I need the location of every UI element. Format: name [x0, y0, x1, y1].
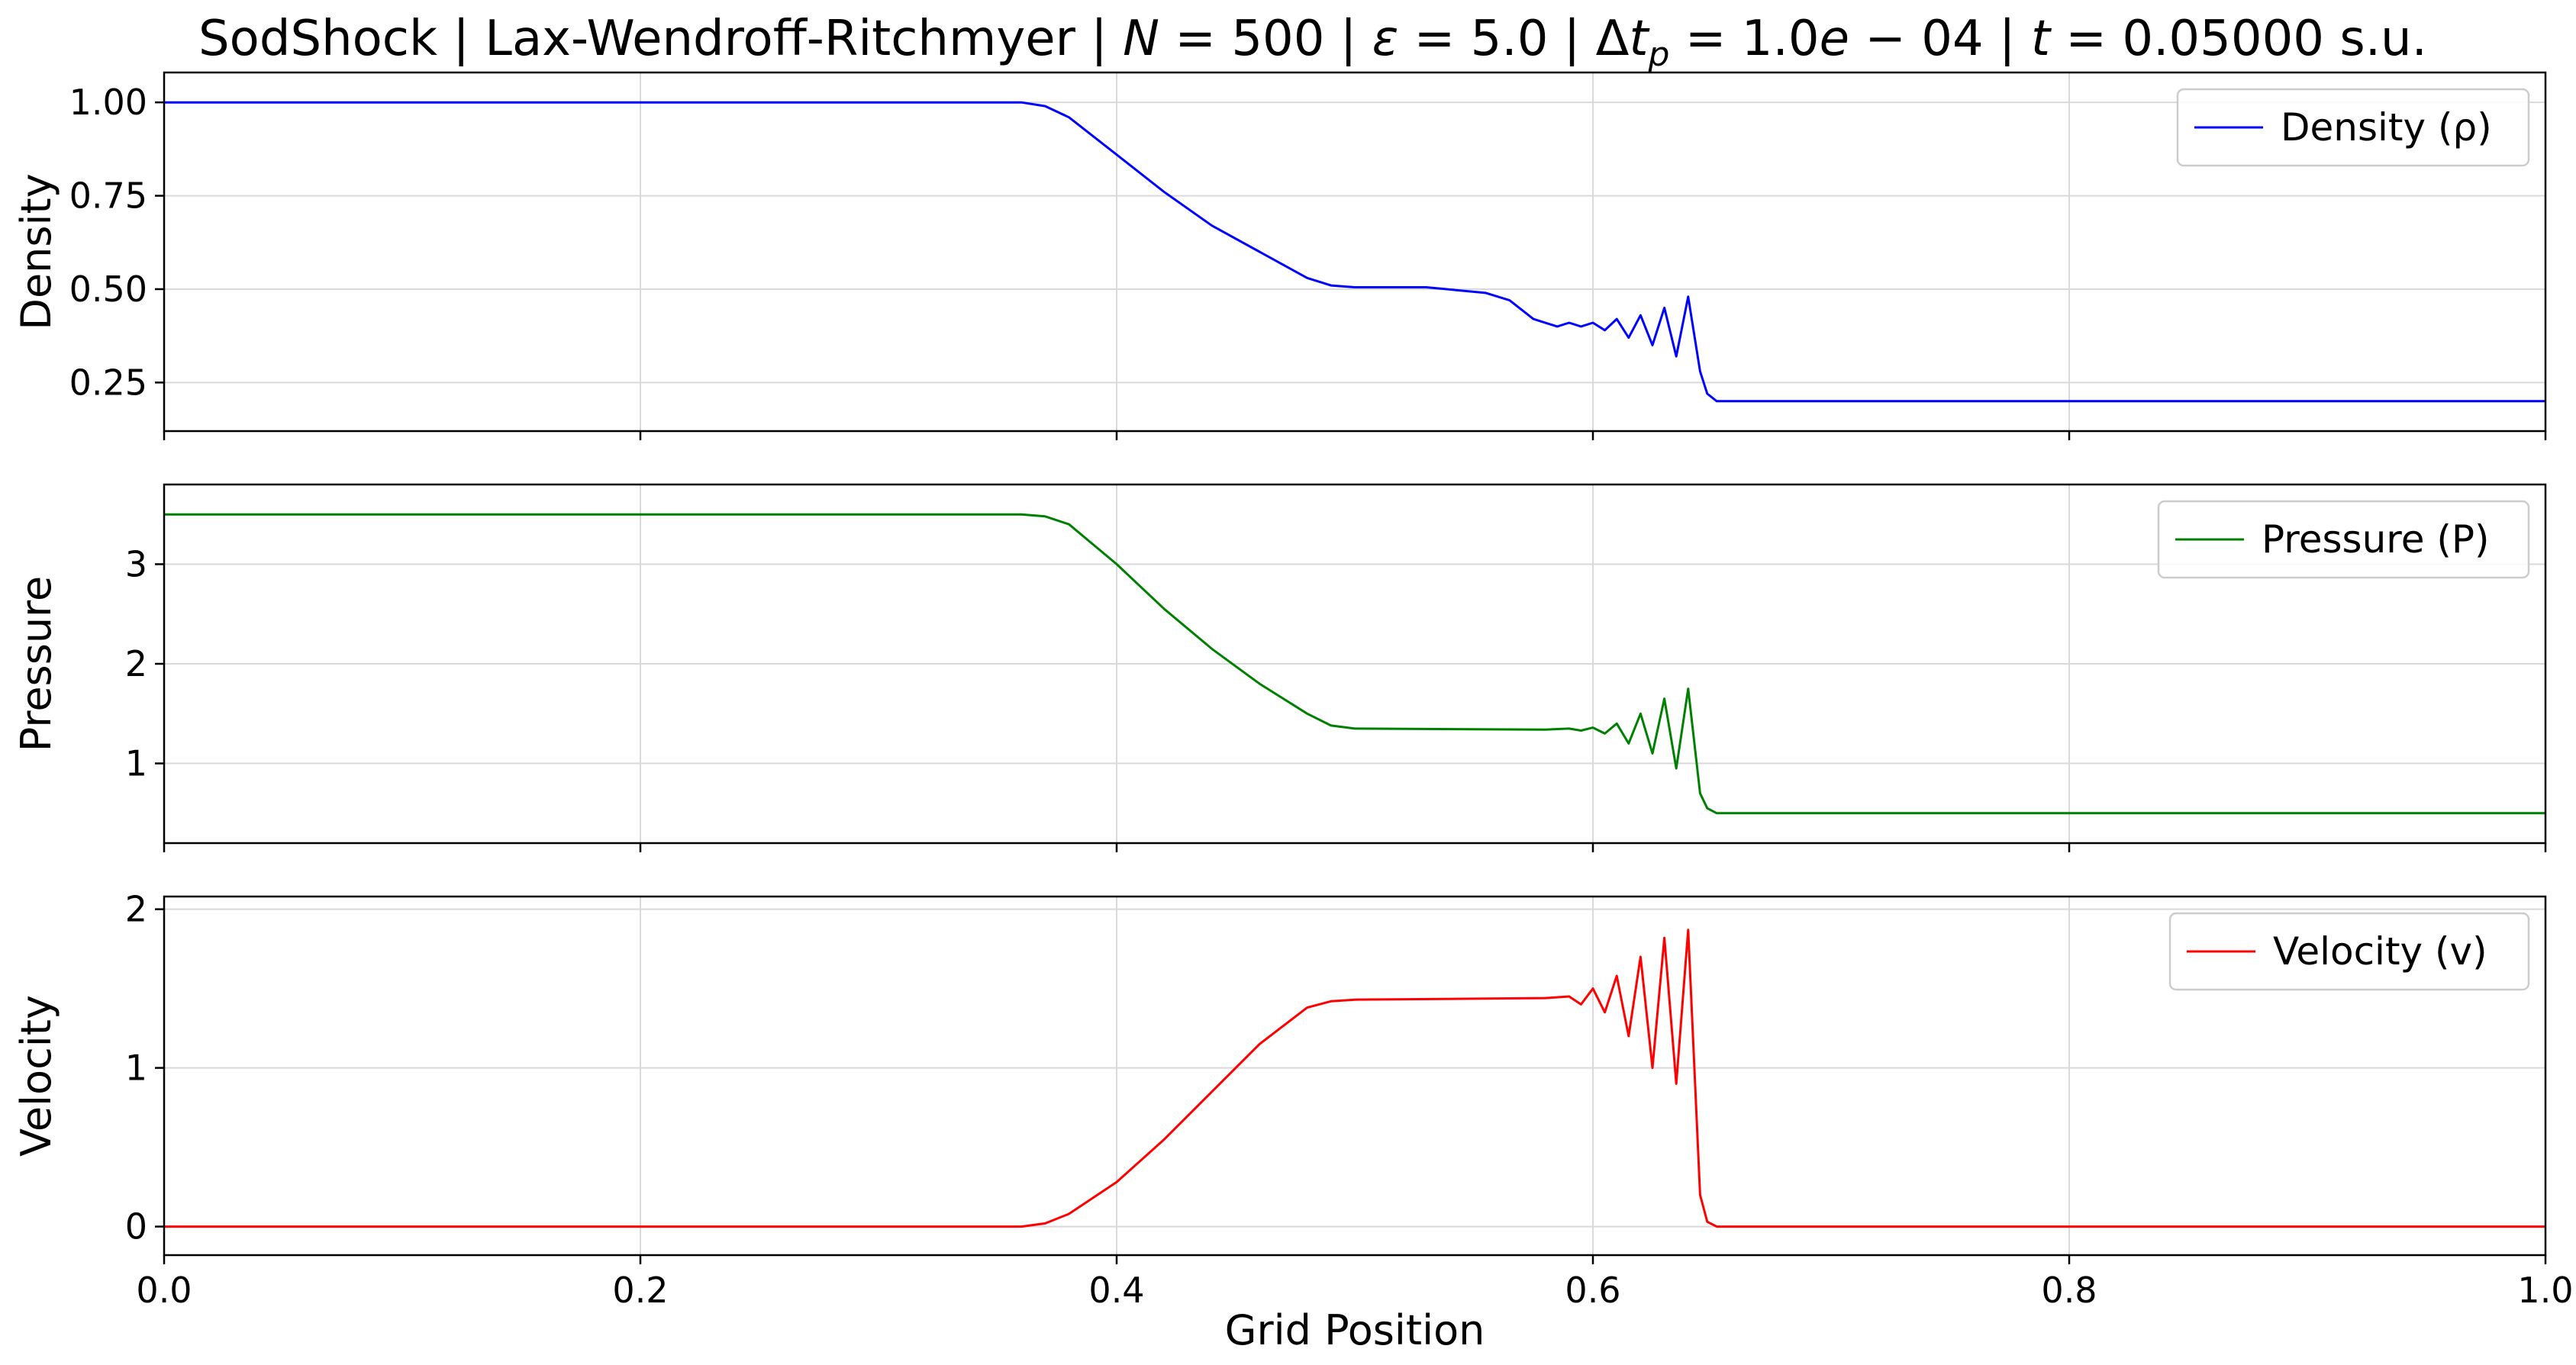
- y-tick-label: 2: [125, 889, 147, 930]
- title-part: ε: [1372, 11, 1399, 67]
- x-tick-label: 0.2: [612, 1270, 668, 1311]
- legend-entry: Density (ρ): [2281, 105, 2492, 150]
- title-part: t: [2031, 11, 2052, 67]
- title-part: p: [1648, 35, 1670, 74]
- title-part: e: [1820, 11, 1849, 67]
- y-axis-label: Density: [12, 173, 60, 330]
- legend: Density (ρ): [2176, 88, 2530, 167]
- axes-frame: [163, 71, 2547, 433]
- title-part: = 0.05000 s.u.: [2050, 11, 2427, 67]
- series-line-velocity: [164, 929, 2545, 1228]
- title-part: = 5.0 | Δ: [1398, 11, 1629, 67]
- x-tick-label: 1.0: [2517, 1270, 2573, 1311]
- legend-box: [2176, 88, 2530, 167]
- x-axis-label: Grid Position: [1225, 1306, 1485, 1354]
- y-tick-label: 0: [125, 1206, 147, 1247]
- y-tick-label: 2: [125, 643, 147, 684]
- y-tick-label: 0.25: [69, 362, 147, 403]
- subplot-pressure: 1 2 3 Pressure Pressure (P): [12, 483, 2547, 852]
- title-part: N: [1123, 11, 1159, 67]
- y-axis-label: Velocity: [12, 995, 60, 1157]
- legend-box: [2157, 500, 2530, 579]
- x-tick-label: 0.0: [136, 1270, 192, 1311]
- x-tick-label: 0.8: [2041, 1270, 2097, 1311]
- subplot-velocity: 0 1 2 0.0 0.2 0.4 0.6 0.8 1.0 Velocity Velocity (v…: [12, 889, 2574, 1311]
- legend-box: [2168, 912, 2530, 991]
- y-tick-label: 0.75: [69, 175, 147, 217]
- axes-frame: [163, 895, 2547, 1257]
- y-axis-label: Pressure: [12, 576, 60, 752]
- y-tick-label: 0.50: [69, 269, 147, 310]
- title-part: = 1.0: [1669, 11, 1819, 67]
- legend-entry: Velocity (v): [2273, 929, 2487, 974]
- y-tick-label: 1: [125, 743, 147, 784]
- legend: Velocity (v): [2168, 912, 2530, 991]
- chart-title: SodShock | Lax-Wendroff-Ritchmyer | N = …: [198, 11, 2427, 74]
- x-tick-label: 0.4: [1088, 1270, 1144, 1311]
- title-part: SodShock | Lax-Wendroff-Ritchmyer |: [198, 11, 1123, 67]
- subplot-density: 0.25 0.50 0.75 1.00 Density Density (ρ): [12, 71, 2547, 440]
- legend-entry: Pressure (P): [2262, 517, 2490, 562]
- series-line-pressure: [164, 513, 2545, 815]
- title-part: − 04 |: [1849, 11, 2031, 67]
- title-part: = 500 |: [1159, 11, 1372, 67]
- y-tick-label: 1: [125, 1048, 147, 1089]
- legend: Pressure (P): [2157, 500, 2530, 579]
- y-tick-label: 1.00: [69, 82, 147, 123]
- y-tick-label: 3: [125, 543, 147, 584]
- series-line-density: [164, 101, 2545, 403]
- title-part: t: [1629, 11, 1650, 67]
- x-tick-label: 0.6: [1565, 1270, 1620, 1311]
